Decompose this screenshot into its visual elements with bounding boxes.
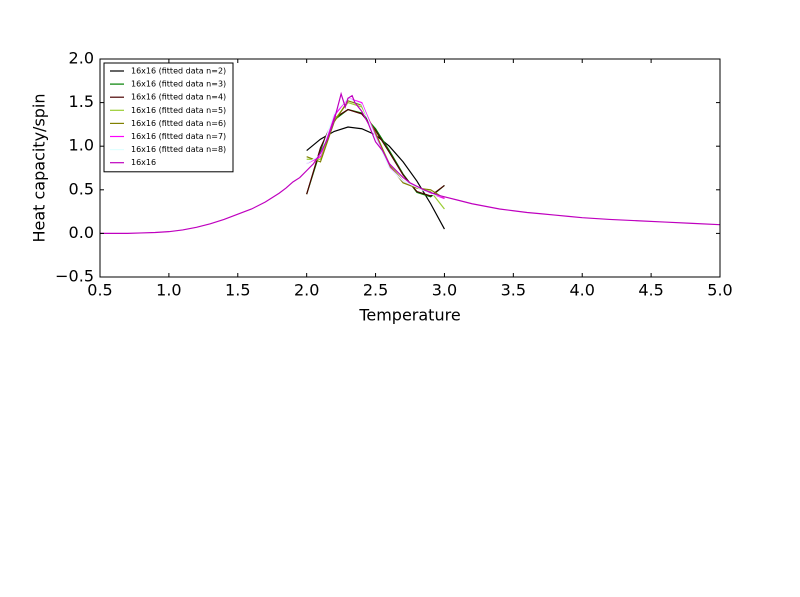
x-tick-label: 1.5 bbox=[225, 281, 250, 300]
plot-frame bbox=[99, 58, 721, 278]
legend-label: 16x16 (fitted data n=5) bbox=[131, 106, 226, 115]
y-tick-label: 0.5 bbox=[69, 179, 94, 198]
series-line bbox=[306, 100, 445, 200]
series-line bbox=[306, 97, 445, 198]
y-tick-label: −0.5 bbox=[55, 267, 94, 286]
legend: 16x16 (fitted data n=2) 16x16 (fitted dat… bbox=[103, 62, 234, 173]
y-tick-label: 2.0 bbox=[69, 49, 94, 68]
x-tick-label: 3.5 bbox=[501, 281, 526, 300]
x-tick-label: 2.0 bbox=[294, 281, 319, 300]
legend-label: 16x16 (fitted data n=2) bbox=[131, 67, 226, 76]
x-tick-label: 0.5 bbox=[87, 281, 112, 300]
legend-box bbox=[103, 62, 234, 173]
legend-label: 16x16 (fitted data n=7) bbox=[131, 132, 226, 141]
series-line bbox=[100, 91, 720, 234]
x-tick-label: 4.0 bbox=[569, 281, 594, 300]
legend-label: 16x16 (fitted data n=8) bbox=[131, 145, 226, 154]
series-line bbox=[306, 108, 445, 197]
x-tick-label: 5.0 bbox=[707, 281, 732, 300]
legend-label: 16x16 bbox=[131, 158, 156, 167]
y-tick-label: 1.0 bbox=[69, 136, 94, 155]
y-tick-label: 0.0 bbox=[69, 223, 94, 242]
x-tick-label: 1.0 bbox=[156, 281, 181, 300]
legend-label: 16x16 (fitted data n=6) bbox=[131, 119, 226, 128]
x-axis-label: Temperature bbox=[358, 306, 460, 325]
y-axis-label: Heat capacity/spin bbox=[30, 93, 49, 242]
y-tick-label: 1.5 bbox=[69, 92, 94, 111]
x-tick-label: 3.0 bbox=[432, 281, 457, 300]
x-tick-label: 4.5 bbox=[638, 281, 663, 300]
x-tick-label: 2.5 bbox=[363, 281, 388, 300]
series-line bbox=[306, 108, 445, 198]
legend-label: 16x16 (fitted data n=4) bbox=[131, 93, 226, 102]
legend-label: 16x16 (fitted data n=3) bbox=[131, 80, 226, 89]
series-line bbox=[306, 97, 445, 200]
